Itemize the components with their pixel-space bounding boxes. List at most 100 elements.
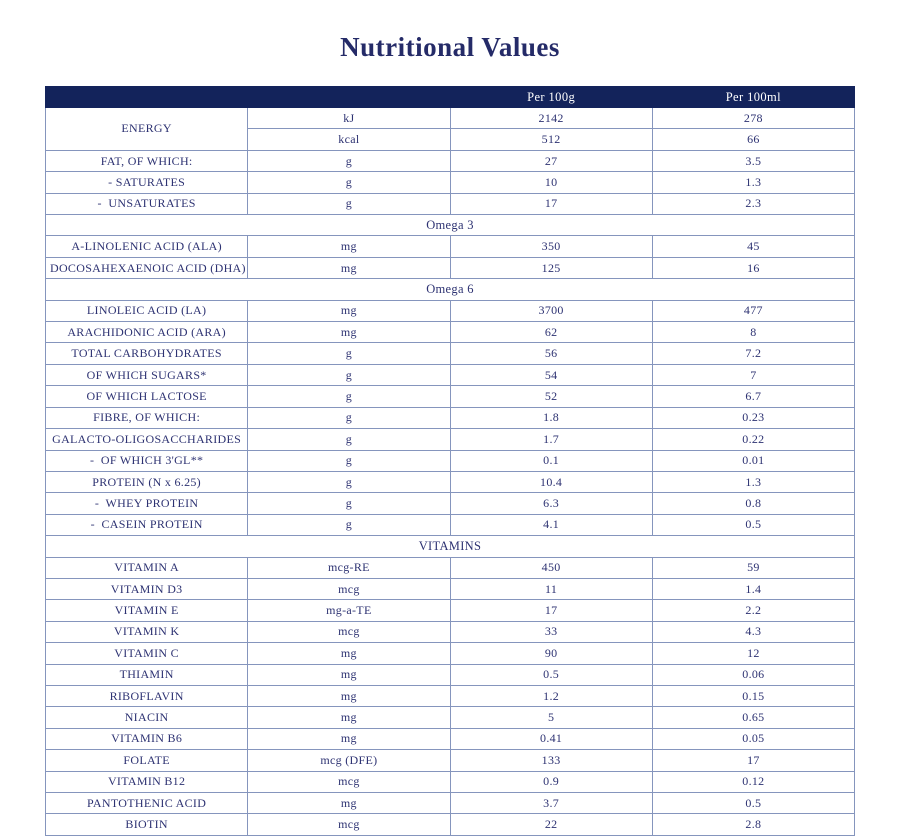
table-row: TOTAL CARBOHYDRATES g 56 7.2 [44, 342, 856, 365]
nutritional-values-table: Per 100g Per 100ml ENERGY kJ 2142 278 kcal 51… [44, 86, 856, 836]
per-100g-cell: 0.9 [449, 770, 653, 794]
section-header-label: VITAMINS [45, 535, 855, 558]
per-100ml-cell: 17 [651, 749, 856, 772]
per-100ml-cell: 0.23 [651, 406, 856, 430]
unit-cell: mg [247, 235, 451, 258]
per-100g-cell: 52 [449, 385, 653, 408]
row-label-cell: PROTEIN (N x 6.25) [44, 470, 249, 494]
unit-cell: mcg [247, 577, 451, 601]
table-row: - WHEY PROTEIN g 6.3 0.8 [44, 492, 856, 515]
per-100g-cell: 22 [449, 813, 653, 836]
unit-cell: mcg [247, 813, 451, 836]
row-label-cell: THIAMIN [44, 663, 249, 686]
per-100ml-cell: 278 [651, 106, 856, 130]
unit-cell: g [247, 149, 451, 173]
table-row: GALACTO-OLIGOSACCHARIDES g 1.7 0.22 [44, 428, 856, 451]
row-label-cell: DOCOSAHEXAENOIC ACID (DHA) [44, 256, 249, 280]
per-100g-cell: 125 [449, 256, 653, 280]
per-100ml-cell: 0.65 [651, 706, 856, 729]
table-row: OF WHICH LACTOSE g 52 6.7 [44, 385, 856, 408]
per-100g-cell: 0.5 [449, 663, 653, 686]
unit-cell: mg [247, 642, 451, 665]
unit-cell: g [247, 406, 451, 430]
per-100g-cell: 4.1 [449, 513, 653, 537]
per-100ml-cell: 0.05 [651, 727, 856, 751]
unit-cell: g [247, 385, 451, 408]
header-unit-cell [247, 86, 451, 108]
per-100g-cell: 133 [449, 749, 653, 772]
unit-cell: mcg [247, 620, 451, 644]
row-label-cell: VITAMIN K [44, 620, 249, 644]
per-100ml-cell: 0.01 [651, 449, 856, 472]
per-100ml-cell: 12 [651, 642, 856, 665]
table-row: OF WHICH SUGARS* g 54 7 [44, 363, 856, 387]
table-header-row: Per 100g Per 100ml [44, 86, 856, 108]
section-header-label: Omega 3 [45, 214, 855, 237]
per-100ml-cell: 0.06 [651, 663, 856, 686]
table-row: PROTEIN (N x 6.25) g 10.4 1.3 [44, 470, 856, 494]
per-100g-cell: 1.7 [449, 428, 653, 451]
per-100g-cell: 90 [449, 642, 653, 665]
row-label-cell: - SATURATES [44, 171, 249, 194]
per-100ml-cell: 6.7 [651, 385, 856, 408]
per-100g-cell: 450 [449, 556, 653, 579]
unit-cell: g [247, 171, 451, 194]
table-row: NIACIN mg 5 0.65 [44, 706, 856, 729]
per-100ml-cell: 0.5 [651, 513, 856, 537]
per-100g-cell: 350 [449, 235, 653, 258]
unit-cell: mcg-RE [247, 556, 451, 579]
per-100g-cell: 54 [449, 363, 653, 387]
per-100g-cell: 11 [449, 577, 653, 601]
header-per-100g-cell: Per 100g [449, 86, 653, 108]
per-100ml-cell: 66 [651, 128, 856, 151]
per-100g-cell: 17 [449, 192, 653, 216]
per-100g-cell: 3700 [449, 299, 653, 323]
table-row: THIAMIN mg 0.5 0.06 [44, 663, 856, 686]
row-label-cell: TOTAL CARBOHYDRATES [44, 342, 249, 365]
unit-cell: mg [247, 706, 451, 729]
per-100g-cell: 3.7 [449, 791, 653, 815]
per-100ml-cell: 7.2 [651, 342, 856, 365]
unit-cell: g [247, 428, 451, 451]
row-label-cell: ARACHIDONIC ACID (ARA) [44, 321, 249, 344]
row-label-cell: - OF WHICH 3'GL** [44, 449, 249, 472]
unit-cell: mg [247, 663, 451, 686]
table-row: PANTOTHENIC ACID mg 3.7 0.5 [44, 791, 856, 815]
per-100ml-cell: 0.5 [651, 791, 856, 815]
table-row: - OF WHICH 3'GL** g 0.1 0.01 [44, 449, 856, 472]
per-100ml-cell: 16 [651, 256, 856, 280]
table-row: VITAMIN D3 mcg 11 1.4 [44, 577, 856, 601]
table-row: FIBRE, OF WHICH: g 1.8 0.23 [44, 406, 856, 430]
per-100ml-cell: 7 [651, 363, 856, 387]
table-row: A-LINOLENIC ACID (ALA) mg 350 45 [44, 235, 856, 258]
row-label-cell: - UNSATURATES [44, 192, 249, 216]
table-row: VITAMIN B6 mg 0.41 0.05 [44, 727, 856, 751]
row-label-cell: - CASEIN PROTEIN [44, 513, 249, 537]
unit-cell: mg [247, 321, 451, 344]
unit-cell: g [247, 192, 451, 216]
unit-cell: g [247, 363, 451, 387]
row-label-cell: NIACIN [44, 706, 249, 729]
row-label-cell: VITAMIN D3 [44, 577, 249, 601]
per-100ml-cell: 477 [651, 299, 856, 323]
row-label-cell: BIOTIN [44, 813, 249, 836]
per-100ml-cell: 8 [651, 321, 856, 344]
table-row: ARACHIDONIC ACID (ARA) mg 62 8 [44, 321, 856, 344]
per-100ml-cell: 0.12 [651, 770, 856, 794]
unit-cell: g [247, 513, 451, 537]
row-label-cell: GALACTO-OLIGOSACCHARIDES [44, 428, 249, 451]
table-row: VITAMIN B12 mcg 0.9 0.12 [44, 770, 856, 794]
row-label-cell: PANTOTHENIC ACID [44, 791, 249, 815]
section-header-row: VITAMINS [45, 535, 855, 558]
table-row: LINOLEIC ACID (LA) mg 3700 477 [44, 299, 856, 323]
unit-cell: g [247, 492, 451, 515]
unit-cell: mg [247, 684, 451, 708]
table-row: - SATURATES g 10 1.3 [44, 171, 856, 194]
table-row: DOCOSAHEXAENOIC ACID (DHA) mg 125 16 [44, 256, 856, 280]
per-100g-cell: 1.8 [449, 406, 653, 430]
unit-cell: mg [247, 256, 451, 280]
per-100ml-cell: 1.4 [651, 577, 856, 601]
